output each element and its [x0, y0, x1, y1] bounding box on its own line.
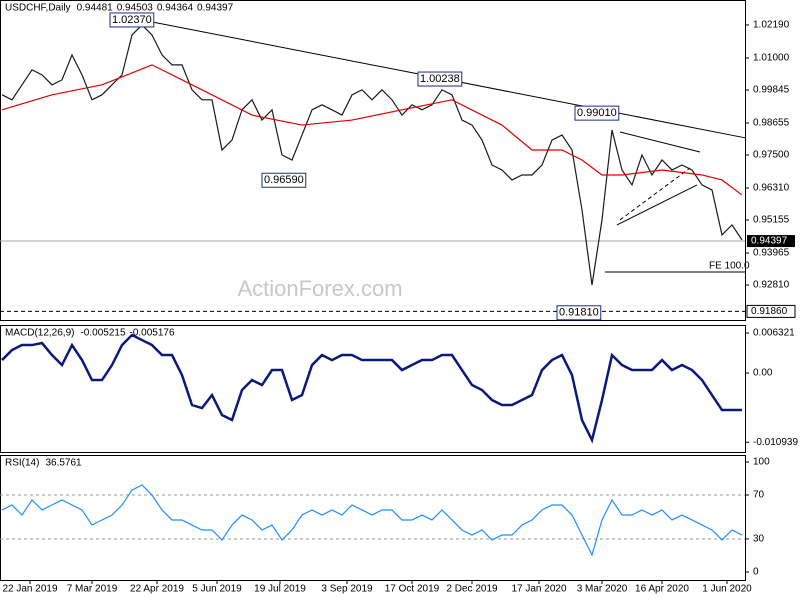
annotation-box: [109, 12, 155, 28]
trendline: [616, 184, 698, 226]
x-tick-label: 22 Jan 2019: [2, 584, 57, 595]
x-tick-label: 22 Apr 2019: [130, 584, 184, 595]
reading: 0.94503: [117, 3, 154, 14]
series-line: [1, 64, 743, 196]
x-tick-label: 17 Jan 2020: [511, 584, 566, 595]
reading: -0.005215: [80, 328, 125, 339]
y-tick-label: 0.96310: [753, 183, 790, 194]
y-tick-label: 0.93965: [753, 248, 790, 259]
annotation-box: [417, 71, 463, 87]
y-tick-label: 1.02190: [753, 20, 790, 31]
series-line: [1, 484, 743, 557]
annotation: 1.00238: [420, 73, 460, 85]
y-tick-label: -0.010939: [753, 437, 798, 448]
level-box: [746, 304, 796, 318]
annotation: 0.99010: [577, 107, 617, 119]
panel-frame: [0, 455, 746, 581]
x-tick-label: 19 Jul 2019: [254, 584, 306, 595]
y-tick-label: 0.92810: [753, 280, 790, 291]
annotation-box: [574, 105, 620, 121]
x-tick-label: 3 Mar 2020: [577, 584, 628, 595]
y-tick-label: 100: [753, 457, 770, 468]
annotation-box: [556, 305, 602, 321]
reading: 36.5761: [45, 458, 82, 469]
reading: 0.94397: [197, 3, 234, 14]
y-tick-label: 0.006321: [753, 328, 795, 339]
y-tick-label: 70: [753, 490, 765, 501]
x-tick-label: 5 Jun 2019: [192, 584, 242, 595]
watermark: ActionForex.com: [237, 276, 402, 301]
reading: 0.94481: [77, 3, 114, 14]
y-tick-label: 0.99845: [753, 85, 790, 96]
annotation: 0.96590: [264, 174, 304, 186]
y-tick-label: 0.95155: [753, 215, 790, 226]
annotation: 1.02370: [112, 14, 152, 26]
fe-label: FE 100.0: [709, 261, 750, 272]
trendline: [619, 131, 701, 153]
level-label: 0.91860: [751, 306, 788, 317]
series-line: [1, 333, 742, 444]
x-tick-label: 3 Sep 2019: [321, 584, 373, 595]
trendline: [619, 167, 691, 221]
annotation-box: [261, 172, 307, 188]
series-line: [1, 24, 743, 286]
annotation: 0.91810: [559, 307, 599, 319]
y-tick-label: 0.00: [753, 368, 773, 379]
y-tick-label: 0.98655: [753, 118, 790, 129]
y-tick-label: 0.97500: [753, 150, 790, 161]
reading: 0.94364: [157, 3, 194, 14]
y-tick-label: 1.01000: [753, 53, 790, 64]
x-tick-label: 2 Dec 2019: [446, 584, 498, 595]
y-tick-label: 30: [753, 534, 765, 545]
reading: -0.005176: [130, 328, 175, 339]
panel-frame: [0, 0, 746, 321]
x-tick-label: 7 Mar 2019: [67, 584, 118, 595]
current-label: 0.94397: [751, 236, 788, 247]
x-tick-label: 16 Apr 2020: [635, 584, 689, 595]
panel-frame: [0, 325, 746, 453]
panel-title: USDCHF,Daily: [5, 3, 71, 14]
y-tick-label: 0: [753, 567, 759, 578]
x-tick-label: 17 Oct 2019: [385, 584, 440, 595]
panel-title: RSI(14): [5, 458, 39, 469]
current-box: [747, 235, 795, 248]
panel-title: MACD(12,26,9): [5, 328, 74, 339]
x-tick-label: 1 Jun 2020: [702, 584, 752, 595]
